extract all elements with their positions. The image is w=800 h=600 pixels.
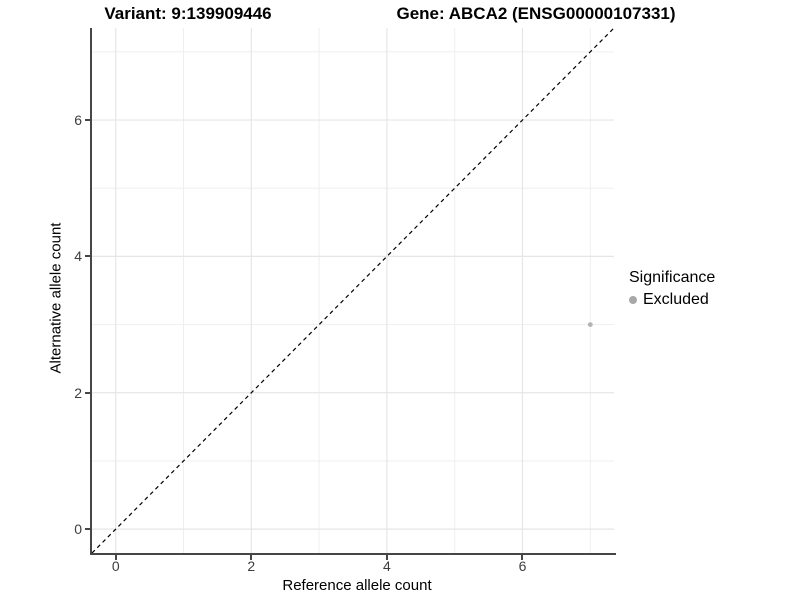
- x-axis-tick: [114, 555, 117, 560]
- gene-title: Gene: ABCA2 (ENSG00000107331): [396, 4, 676, 23]
- x-axis-tick-label: 6: [518, 558, 527, 574]
- plot-panel: [92, 28, 614, 553]
- legend-title: Significance: [629, 269, 716, 286]
- y-axis-tick: [85, 255, 90, 258]
- legend-item-excluded: Excluded: [629, 291, 715, 309]
- x-axis-tick: [250, 555, 253, 560]
- identity-reference-line: [92, 28, 614, 553]
- legend: Significance Excluded: [629, 269, 715, 309]
- y-axis-tick-label: 0: [74, 521, 82, 538]
- x-axis-tick: [385, 555, 388, 560]
- excluded-marker-icon: [629, 296, 637, 304]
- y-axis-tick: [85, 119, 90, 122]
- variant-title: Variant: 9:139909446: [104, 4, 272, 23]
- data-point-excluded: [587, 322, 593, 327]
- x-axis-title: Reference allele count: [282, 577, 432, 594]
- x-axis-line: [90, 553, 616, 555]
- y-axis-tick-label: 4: [74, 248, 82, 265]
- y-axis-tick: [85, 391, 90, 394]
- x-axis-tick-label: 2: [247, 558, 256, 574]
- x-axis-tick-label: 4: [382, 558, 391, 574]
- y-axis-line: [90, 28, 92, 555]
- y-axis-tick-label: 6: [74, 112, 82, 129]
- y-axis-title: Alternative allele count: [47, 222, 65, 374]
- x-axis-tick-label: 0: [111, 558, 120, 574]
- y-axis-tick: [85, 528, 90, 531]
- legend-item-label: Excluded: [643, 291, 709, 308]
- x-axis-tick: [521, 555, 524, 560]
- y-axis-tick-label: 2: [74, 384, 82, 401]
- plot-canvas: [92, 28, 614, 553]
